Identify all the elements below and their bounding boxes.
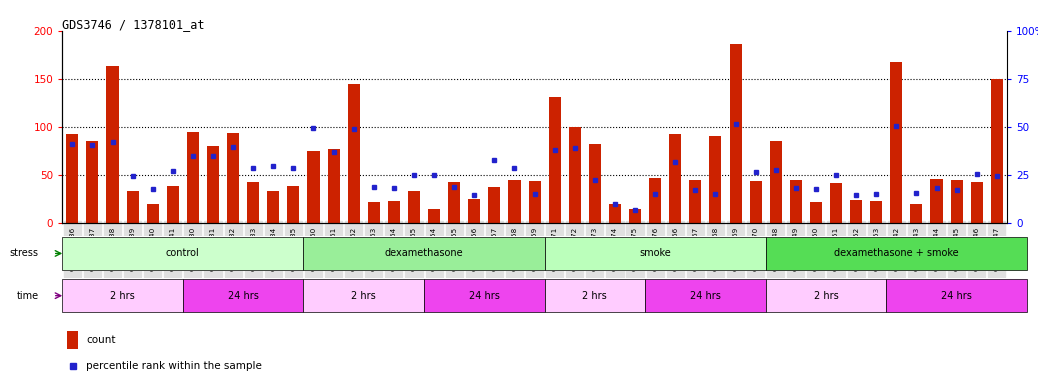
Bar <box>629 209 641 223</box>
Bar <box>425 279 545 312</box>
Bar <box>850 200 863 223</box>
Bar <box>303 279 425 312</box>
Text: control: control <box>166 248 199 258</box>
Bar <box>569 127 581 223</box>
Text: count: count <box>86 335 115 345</box>
Bar <box>589 144 601 223</box>
Bar <box>709 136 721 223</box>
Text: percentile rank within the sample: percentile rank within the sample <box>86 361 262 371</box>
Bar <box>749 182 762 223</box>
Bar <box>545 237 766 270</box>
Text: 2 hrs: 2 hrs <box>582 291 607 301</box>
Text: 24 hrs: 24 hrs <box>941 291 972 301</box>
Text: 24 hrs: 24 hrs <box>690 291 720 301</box>
Bar <box>348 84 360 223</box>
Bar <box>127 191 139 223</box>
Bar <box>645 279 766 312</box>
Bar <box>62 279 183 312</box>
Bar <box>67 331 78 349</box>
Bar <box>86 141 99 223</box>
Bar <box>167 186 179 223</box>
Bar <box>549 97 561 223</box>
Text: time: time <box>17 291 38 301</box>
Bar <box>247 182 260 223</box>
Bar <box>971 182 983 223</box>
Bar <box>428 209 440 223</box>
Text: dexamethasone + smoke: dexamethasone + smoke <box>834 248 959 258</box>
Bar <box>930 179 943 223</box>
Bar <box>609 204 621 223</box>
Bar <box>267 191 279 223</box>
Bar <box>770 141 782 223</box>
Text: smoke: smoke <box>639 248 671 258</box>
Text: dexamethasone: dexamethasone <box>385 248 463 258</box>
Bar <box>448 182 460 223</box>
Bar <box>307 151 320 223</box>
Bar <box>408 191 420 223</box>
Bar <box>468 199 481 223</box>
Bar <box>187 131 199 223</box>
Bar <box>689 180 702 223</box>
Text: 2 hrs: 2 hrs <box>110 291 135 301</box>
Bar <box>509 180 520 223</box>
Bar <box>766 237 1027 270</box>
Text: 24 hrs: 24 hrs <box>469 291 499 301</box>
Bar <box>810 202 822 223</box>
Bar <box>649 178 661 223</box>
Text: 24 hrs: 24 hrs <box>227 291 258 301</box>
Bar <box>66 134 78 223</box>
Bar <box>207 146 219 223</box>
Bar <box>488 187 500 223</box>
Text: stress: stress <box>9 248 38 258</box>
Bar <box>870 200 882 223</box>
Bar <box>227 134 239 223</box>
Bar <box>891 63 902 223</box>
Text: 2 hrs: 2 hrs <box>814 291 839 301</box>
Bar <box>670 134 681 223</box>
Bar <box>183 279 303 312</box>
Bar <box>730 44 741 223</box>
Bar <box>328 149 339 223</box>
Bar <box>367 202 380 223</box>
Bar <box>107 66 118 223</box>
Text: 2 hrs: 2 hrs <box>352 291 376 301</box>
Text: GDS3746 / 1378101_at: GDS3746 / 1378101_at <box>62 18 204 31</box>
Bar <box>288 186 299 223</box>
Bar <box>766 279 886 312</box>
Bar <box>790 180 802 223</box>
Bar <box>388 200 400 223</box>
Bar <box>910 204 923 223</box>
Bar <box>951 180 962 223</box>
Bar <box>528 182 541 223</box>
Bar <box>62 237 303 270</box>
Bar <box>830 184 842 223</box>
Bar <box>545 279 645 312</box>
Bar <box>886 279 1027 312</box>
Bar <box>991 79 1003 223</box>
Bar <box>303 237 545 270</box>
Bar <box>146 204 159 223</box>
